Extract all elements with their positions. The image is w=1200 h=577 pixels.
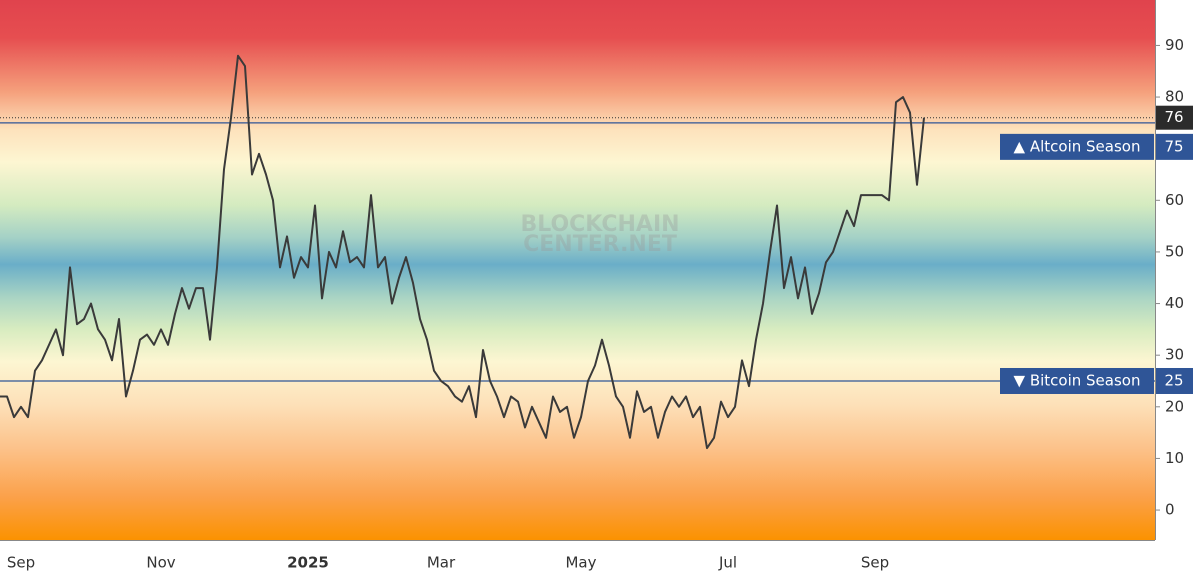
reference-value-box xyxy=(1156,367,1193,394)
reference-value: 75 xyxy=(1164,137,1183,155)
x-tick-label: Sep xyxy=(7,554,35,572)
last-value-box xyxy=(1156,105,1193,130)
reference-label-box xyxy=(1000,367,1154,394)
watermark: CENTER.NET xyxy=(523,232,677,257)
watermark: BLOCKCHAIN xyxy=(520,212,679,237)
x-tick-label: 2025 xyxy=(287,554,329,572)
plot-background xyxy=(0,0,1155,540)
y-tick-label: 90 xyxy=(1165,36,1184,54)
y-tick-label: 20 xyxy=(1165,397,1184,415)
x-tick-label: Sep xyxy=(861,554,889,572)
x-tick-label: May xyxy=(565,554,596,572)
y-tick-label: 30 xyxy=(1165,346,1184,364)
reference-label: ▲ Altcoin Season xyxy=(1014,137,1141,155)
y-tick-label: 50 xyxy=(1165,242,1184,260)
y-tick-label: 0 xyxy=(1165,501,1175,519)
last-value-label: 76 xyxy=(1164,108,1183,126)
reference-value: 25 xyxy=(1164,371,1183,389)
x-tick-label: Mar xyxy=(427,554,456,572)
data-line xyxy=(0,54,925,450)
y-tick-label: 10 xyxy=(1165,449,1184,467)
reference-label-box xyxy=(1000,133,1154,160)
y-tick-label: 80 xyxy=(1165,88,1184,106)
y-tick-label: 60 xyxy=(1165,191,1184,209)
x-tick-label: Jul xyxy=(718,554,737,572)
reference-label: ▼ Bitcoin Season xyxy=(1014,371,1141,389)
x-tick-label: Nov xyxy=(146,554,175,572)
reference-value-box xyxy=(1156,133,1193,160)
y-tick-label: 40 xyxy=(1165,294,1184,312)
